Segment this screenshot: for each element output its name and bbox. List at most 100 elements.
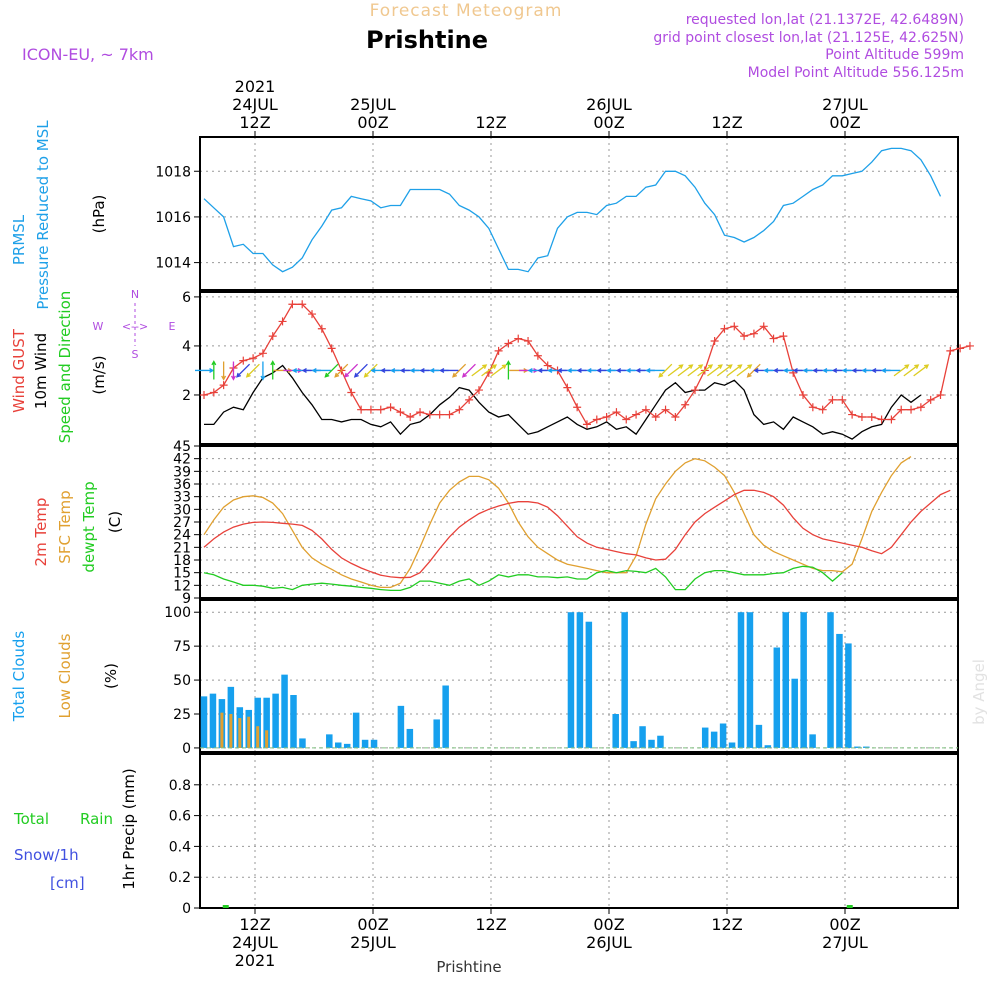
ytick-label-pressure-1: 1016 <box>155 210 191 226</box>
total-cloud-bar-51 <box>657 735 664 748</box>
wind-arrow-6 <box>260 361 266 381</box>
wind-arrow-31 <box>505 360 511 380</box>
total-cloud-bar-58 <box>719 723 727 748</box>
wind-arrow-5 <box>245 363 260 378</box>
low-cloud-bar-7 <box>265 730 269 748</box>
credit-watermark: by Angel <box>970 659 988 725</box>
total-cloud-bar-65 <box>782 612 789 748</box>
bottom-hour-0: 12Z <box>239 915 270 934</box>
gust-point-39 <box>582 420 591 429</box>
temp-label-sfc: SFC Temp <box>56 490 74 563</box>
footer-station: Prishtine <box>436 958 501 976</box>
temp-labels: 2m Temp SFC Temp dewpt Temp (C) <box>32 481 124 572</box>
total-cloud-bar-43 <box>585 621 593 748</box>
model-altitude: Model Point Altitude 556.125m <box>748 65 964 81</box>
top-hour-1: 00Z <box>357 113 388 132</box>
ytick-label-precip-0: 0 <box>182 901 191 917</box>
gust-point-48 <box>671 413 680 422</box>
total-cloud-bar-47 <box>621 612 628 748</box>
model-label: ICON-EU, ~ 7km <box>22 45 154 64</box>
ytick-label-precip-2: 0.4 <box>169 839 191 855</box>
gust-point-34 <box>533 351 542 360</box>
total-cloud-bar-19 <box>370 739 378 748</box>
wind-arrow-2 <box>221 361 227 381</box>
total-cloud-bar-22 <box>397 705 405 748</box>
low-cloud-bar-6 <box>256 726 260 748</box>
gust-point-65 <box>838 395 847 404</box>
total-cloud-bar-56 <box>701 727 709 748</box>
ytick-label-temp-6: 27 <box>173 515 191 531</box>
total-cloud-bar-72 <box>845 643 852 748</box>
wind-arrow-26 <box>452 363 467 378</box>
wind-arrow-72 <box>903 364 920 377</box>
gust-point-55 <box>740 332 749 341</box>
gust-point-30 <box>494 346 503 355</box>
ytick-label-clouds-0: 0 <box>182 741 191 757</box>
gust-point-45 <box>641 405 650 414</box>
pressure-labels: PRMSL Pressure Reduced to MSL (hPa) <box>10 120 108 310</box>
total-cloud-bar-67 <box>800 612 807 748</box>
gust-point-47 <box>661 405 670 414</box>
requested-coords: requested lon,lat (21.1372E, 42.6489N) <box>686 12 964 28</box>
ytick-label-temp-2: 15 <box>173 566 191 582</box>
gust-point-24 <box>435 410 444 419</box>
total-cloud-bar-61 <box>746 612 754 748</box>
ytick-label-wind-2: 6 <box>182 290 191 306</box>
top-hour-5: 00Z <box>829 113 860 132</box>
gust-point-37 <box>563 383 572 392</box>
ytick-label-temp-1: 12 <box>173 578 191 594</box>
wind-arrow-16 <box>353 363 368 378</box>
super-title: Forecast Meteogram <box>370 1 563 21</box>
bottom-hour-3: 00Z <box>593 915 624 934</box>
ytick-label-clouds-1: 25 <box>173 707 191 723</box>
wind-arrow-27 <box>461 363 476 378</box>
dewpt-line <box>203 565 843 592</box>
total-cloud-bar-23 <box>406 728 414 748</box>
wind-arrow-28 <box>471 364 488 377</box>
wind-label-gust: Wind GUST <box>10 328 28 413</box>
gust-point-31 <box>504 339 513 348</box>
gust-point-43 <box>622 415 631 424</box>
gust-point-68 <box>867 413 876 422</box>
top-day-5: 27JUL <box>822 95 868 114</box>
gust-point-22 <box>416 408 425 417</box>
total-cloud-bar-9 <box>281 674 288 748</box>
compass-e: E <box>169 320 176 333</box>
gust-point-21 <box>406 413 415 422</box>
gust-point-17 <box>366 405 375 414</box>
gust-point-2 <box>219 381 228 390</box>
pressure-line <box>203 147 942 273</box>
total-cloud-bar-60 <box>737 612 745 748</box>
gust-point-67 <box>857 413 866 422</box>
total-cloud-bar-64 <box>773 647 781 748</box>
compass-n: N <box>131 288 139 301</box>
total-cloud-bar-71 <box>836 633 843 748</box>
wind-arrow-46 <box>645 367 665 373</box>
gust-point-9 <box>288 300 297 309</box>
gust-point-25 <box>445 410 454 419</box>
bottom-year-0: 2021 <box>235 951 276 970</box>
gust-point-76 <box>946 346 955 355</box>
wind-arrow-70 <box>881 367 901 373</box>
ytick-label-wind-0: 2 <box>182 388 191 404</box>
gust-point-13 <box>327 344 336 353</box>
total-cloud-bar-63 <box>764 745 772 748</box>
gust-point-8 <box>278 317 287 326</box>
ytick-label-wind-1: 4 <box>182 339 191 355</box>
precip-label-cm: [cm] <box>50 874 85 892</box>
wind-arrow-3 <box>230 361 236 381</box>
low-cloud-bar-2 <box>220 712 224 748</box>
wind-arrow-7 <box>270 360 276 380</box>
sfc-temp-line <box>203 456 912 589</box>
gust-point-61 <box>799 390 808 399</box>
wind-arrow-12 <box>311 367 331 373</box>
gust-point-53 <box>720 324 729 333</box>
rain-bar-65 <box>846 905 853 908</box>
precip-labels: Total Rain Snow/1h [cm] 1hr Precip (mm) <box>13 768 138 892</box>
total-cloud-bar-15 <box>335 742 342 748</box>
gust-line <box>203 303 971 426</box>
chart-marks <box>195 147 974 909</box>
gust-point-19 <box>386 403 395 412</box>
panels: 1014101610182469121518212427303336394245… <box>155 136 959 917</box>
